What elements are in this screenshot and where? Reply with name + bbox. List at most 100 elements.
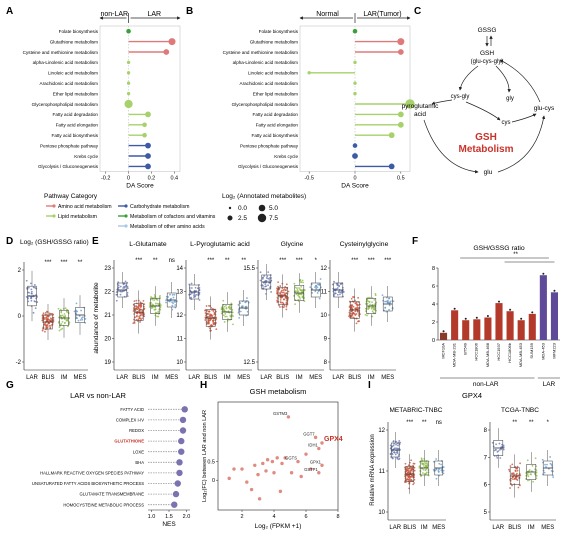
group-label: IM bbox=[152, 375, 159, 381]
data-point bbox=[420, 457, 423, 460]
data-point bbox=[237, 304, 240, 306]
data-point bbox=[49, 324, 52, 327]
data-point bbox=[384, 307, 387, 309]
panel-f-gsh-gssg-bar-chart: GSH/GSSG ratio 8 6 4 2 0 MCF10A MDA-MB-231 BT549… bbox=[432, 245, 560, 388]
significance-mark: ** bbox=[78, 260, 83, 266]
data-point bbox=[355, 313, 358, 315]
nes-dot bbox=[176, 469, 183, 477]
pathway-label: Fatty acid degradation bbox=[253, 112, 299, 117]
node-cys-gly: cys-gly bbox=[451, 94, 470, 100]
legend-swatch-dot bbox=[124, 204, 128, 208]
data-point bbox=[81, 318, 84, 321]
bar-point bbox=[520, 317, 523, 320]
data-point bbox=[396, 452, 399, 455]
data-point bbox=[357, 296, 360, 299]
data-point bbox=[238, 316, 241, 319]
data-point bbox=[418, 466, 421, 469]
group-label: BLIS bbox=[276, 375, 289, 381]
data-point bbox=[283, 293, 286, 296]
y-tick-label: 12.5 bbox=[243, 360, 255, 366]
data-point bbox=[300, 285, 303, 288]
data-point bbox=[139, 314, 142, 317]
data-point bbox=[190, 282, 193, 285]
data-point bbox=[425, 460, 428, 463]
x-tick-label: 0.4 bbox=[170, 176, 178, 182]
data-point bbox=[190, 287, 193, 289]
data-point bbox=[408, 478, 411, 481]
data-point bbox=[511, 476, 514, 479]
gene-label: GGTS bbox=[285, 456, 297, 461]
pathway-label: Glutathione metabolism bbox=[50, 39, 98, 44]
data-point bbox=[340, 291, 343, 294]
data-point bbox=[300, 281, 302, 284]
data-point bbox=[223, 305, 226, 308]
data-point bbox=[298, 295, 301, 298]
y-tick-label: 6 bbox=[484, 483, 488, 489]
pathway-label: HOMOCYSTEINE METABOLIC PROCESS bbox=[63, 502, 144, 507]
data-point bbox=[395, 440, 398, 443]
data-point bbox=[279, 292, 282, 295]
data-point bbox=[317, 290, 320, 293]
data-point bbox=[277, 281, 279, 284]
pathway-label: Glutathione metabolism bbox=[250, 39, 298, 44]
lollipop-dot bbox=[142, 122, 147, 128]
bar-label: MDA-MB-453 bbox=[518, 342, 523, 367]
scatter-point bbox=[264, 469, 268, 473]
data-point bbox=[143, 303, 146, 306]
node-gsh: GSH bbox=[480, 50, 494, 57]
group-nonlar: non-LAR bbox=[473, 381, 499, 388]
data-point bbox=[277, 285, 279, 288]
legend-item-label: Lipid metabolism bbox=[58, 214, 97, 220]
data-point bbox=[45, 310, 48, 313]
data-point bbox=[315, 287, 318, 290]
data-point bbox=[34, 307, 37, 310]
scatter-point bbox=[256, 472, 260, 477]
data-point bbox=[165, 301, 167, 304]
bar bbox=[462, 320, 470, 340]
data-point bbox=[49, 326, 52, 329]
y-tick-label: 0.5 bbox=[207, 460, 215, 466]
lollipop-dot bbox=[353, 60, 357, 65]
scatter-point bbox=[240, 467, 244, 471]
data-point bbox=[172, 296, 175, 299]
significance-mark: ** bbox=[225, 258, 230, 264]
lollipop-dot bbox=[352, 143, 358, 148]
significance-mark: *** bbox=[384, 258, 392, 264]
data-point bbox=[64, 307, 67, 310]
group-label: MES bbox=[381, 375, 394, 381]
x-tick-label: 0 bbox=[127, 176, 130, 182]
data-point bbox=[159, 304, 162, 306]
data-point bbox=[265, 292, 267, 295]
bar-label: MDA-MB-468 bbox=[485, 342, 490, 367]
scatter-point bbox=[296, 459, 300, 464]
data-point bbox=[331, 283, 334, 286]
data-point bbox=[392, 300, 395, 303]
y-tick-label: 22 bbox=[104, 290, 111, 296]
data-point bbox=[222, 299, 225, 302]
data-point bbox=[371, 310, 374, 313]
data-point bbox=[263, 275, 266, 277]
data-point bbox=[502, 444, 505, 447]
pathway-label: Arachidonic acid metabolism bbox=[40, 81, 99, 86]
bar-point bbox=[464, 317, 467, 320]
data-point bbox=[499, 457, 502, 459]
group-label: IM bbox=[528, 525, 535, 531]
bar-label: HCC1937 bbox=[496, 342, 501, 360]
data-point bbox=[222, 314, 225, 317]
group-label: BLIS bbox=[132, 375, 145, 381]
node-pyroglutamic: pyroglutamic bbox=[402, 103, 440, 110]
data-point bbox=[299, 279, 302, 282]
data-point bbox=[495, 443, 498, 446]
data-point bbox=[204, 319, 207, 321]
panel-label-c: C bbox=[414, 6, 421, 17]
bar-point bbox=[509, 308, 512, 311]
data-point bbox=[58, 329, 61, 332]
data-point bbox=[410, 478, 413, 481]
data-point bbox=[545, 466, 547, 468]
size-legend-dot-2 bbox=[258, 204, 266, 212]
group-label: MES bbox=[165, 375, 178, 381]
data-point bbox=[409, 466, 412, 469]
data-point bbox=[516, 465, 519, 468]
group-label: MES bbox=[73, 375, 86, 381]
